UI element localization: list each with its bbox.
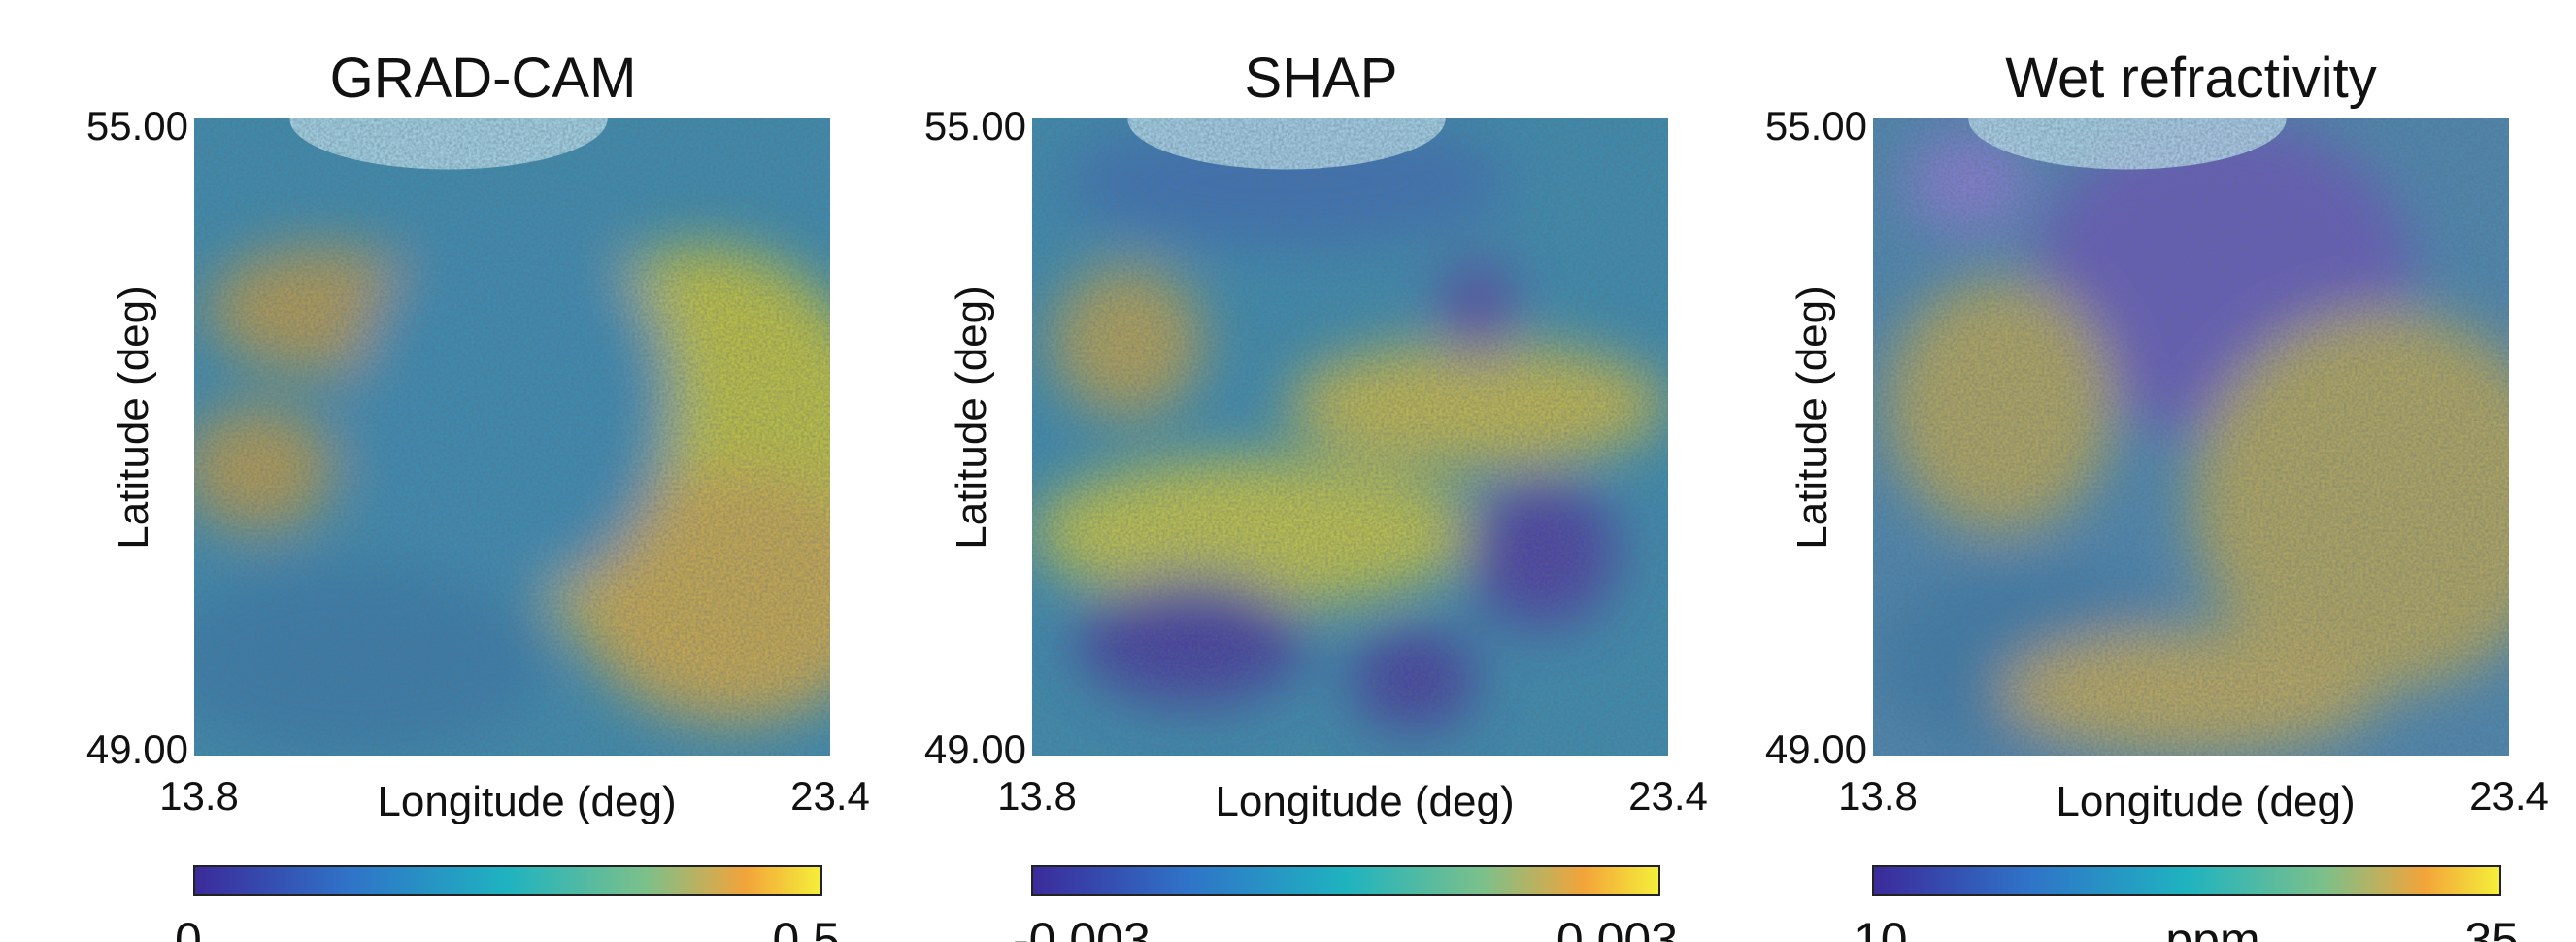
panel: Wet refractivity 55.00 49.00 Latitude (deg)… <box>1765 47 2573 942</box>
panel-title: Wet refractivity <box>2005 47 2376 110</box>
y-tick-label: 49.00 <box>924 726 1026 772</box>
page: {"panels": [ {"title": "GRAD-CAM", "y_la… <box>0 0 2576 942</box>
panel: SHAP 55.00 49.00 Latitude (deg) 13.8 23.4 Long… <box>924 47 1708 942</box>
colorbar-label: -0.003 <box>1013 913 1151 942</box>
x-tick-label: 13.8 <box>1838 773 1918 819</box>
map <box>1873 68 2573 756</box>
colorbar <box>194 866 821 895</box>
y-axis-label: Latitude (deg) <box>1789 286 1836 550</box>
y-tick-label: 55.00 <box>86 103 188 149</box>
y-tick-label: 49.00 <box>1765 726 1867 772</box>
map <box>162 68 893 756</box>
x-tick-label: 23.4 <box>2469 773 2549 819</box>
x-axis-label: Longitude (deg) <box>377 778 676 825</box>
colorbar-label: 0.5 <box>772 913 840 942</box>
y-axis-label: Latitude (deg) <box>110 286 157 550</box>
panel-title: SHAP <box>1245 47 1398 110</box>
terrain <box>1873 118 2509 756</box>
y-tick-label: 55.00 <box>1765 103 1867 149</box>
colorbar-label: 0.003 <box>1556 913 1678 942</box>
panel-title: GRAD-CAM <box>330 47 637 110</box>
map <box>1032 68 1668 756</box>
y-tick-label: 49.00 <box>86 726 188 772</box>
terrain <box>1032 118 1668 756</box>
y-tick-label: 55.00 <box>924 103 1026 149</box>
y-axis-label: Latitude (deg) <box>948 286 995 550</box>
figure: GRAD-CAM 55.00 49.00 Latitude (deg) 13.8 23.4… <box>0 0 2576 942</box>
x-tick-label: 23.4 <box>1628 773 1708 819</box>
x-axis-label: Longitude (deg) <box>1215 778 1514 825</box>
x-tick-label: 13.8 <box>997 773 1077 819</box>
colorbar <box>1873 866 2500 895</box>
colorbar <box>1032 866 1659 895</box>
colorbar-label: 10 <box>1854 913 1908 942</box>
x-tick-label: 23.4 <box>790 773 870 819</box>
x-axis-label: Longitude (deg) <box>2056 778 2355 825</box>
terrain <box>194 118 830 756</box>
colorbar-label: ppm <box>2165 913 2259 942</box>
colorbar-label: 0 <box>175 913 202 942</box>
panel: GRAD-CAM 55.00 49.00 Latitude (deg) 13.8 23.4… <box>86 47 894 942</box>
colorbar-label: 35 <box>2464 913 2519 942</box>
x-tick-label: 13.8 <box>159 773 239 819</box>
